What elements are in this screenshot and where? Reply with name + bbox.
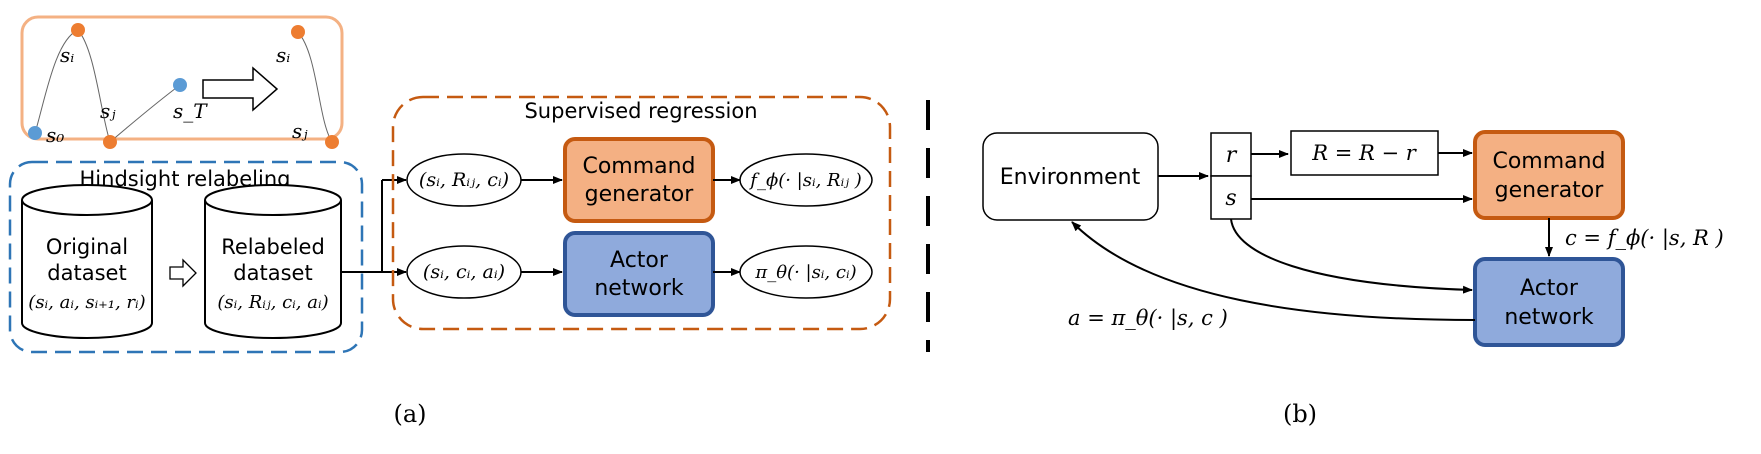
trajectory-box	[20, 15, 344, 141]
s-cell	[1210, 175, 1252, 220]
supervised-title: Supervised regression	[524, 99, 757, 123]
output-top-text: f_ϕ(· |sᵢ, Rᵢⱼ )	[748, 170, 861, 191]
r-label: r	[1226, 143, 1238, 168]
node-sj-relabeled	[325, 135, 339, 149]
s-label: s	[1225, 186, 1236, 211]
command-generator-b-line1: Command	[1492, 149, 1605, 174]
original-dataset-cylinder	[21, 200, 153, 339]
command-generator-box-b	[1473, 130, 1625, 220]
node-si-relabeled	[291, 25, 305, 39]
a-equation: a = π_θ(· |s, c )	[1068, 306, 1228, 331]
original-dataset-tuple: (sᵢ, aᵢ, sᵢ₊₁, rᵢ)	[28, 292, 145, 313]
node-si	[71, 23, 85, 37]
trajectory-curve	[34, 29, 181, 143]
actor-network-box-a	[563, 231, 715, 317]
label-si: sᵢ	[60, 43, 74, 67]
actor-network-b-line2: network	[1504, 305, 1594, 330]
arrow-s-to-actor	[1230, 218, 1473, 294]
actor-network-box-b	[1473, 257, 1625, 347]
actor-network-a-line2: network	[594, 276, 684, 301]
environment-label: Environment	[1000, 165, 1141, 190]
output-bottom-text: π_θ(· |sᵢ, cᵢ)	[754, 262, 856, 283]
label-si-relabeled: sᵢ	[276, 43, 290, 67]
caption-b: (b)	[1283, 400, 1317, 428]
original-dataset-line2: dataset	[47, 261, 126, 285]
node-s0	[28, 126, 42, 140]
node-sT	[173, 78, 187, 92]
output-bottom-ellipse	[739, 245, 873, 299]
label-s0: s₀	[46, 123, 64, 147]
command-generator-a-line1: Command	[582, 154, 695, 179]
hindsight-box	[8, 160, 364, 354]
output-top-ellipse	[739, 153, 873, 207]
original-dataset-line1: Original	[46, 235, 128, 259]
command-generator-box-a	[563, 137, 715, 223]
label-sj-relabeled: sⱼ	[292, 119, 308, 143]
input-top-text: (sᵢ, Rᵢⱼ, cᵢ)	[419, 169, 509, 191]
update-label: R = R − r	[1311, 141, 1418, 165]
node-sj	[103, 135, 117, 149]
relabeled-dataset-tuple: (sᵢ, Rᵢⱼ, cᵢ, aᵢ)	[217, 292, 328, 313]
relabeled-dataset-line2: dataset	[233, 261, 312, 285]
relabeled-trajectory-curve	[297, 31, 333, 143]
arrow-action-to-env	[1071, 221, 1476, 321]
caption-a: (a)	[393, 400, 426, 428]
transform-arrow	[202, 66, 279, 112]
supervised-box	[391, 95, 892, 331]
actor-network-a-line1: Actor	[610, 248, 669, 273]
relabeled-dataset-line1: Relabeled	[221, 235, 325, 259]
relabeled-dataset-cylinder	[204, 200, 342, 339]
c-equation: c = f_ϕ(· |s, R )	[1565, 226, 1724, 251]
command-generator-a-line2: generator	[585, 182, 695, 207]
update-box	[1290, 130, 1439, 176]
label-sT: s_T	[173, 99, 208, 123]
input-bottom-text: (sᵢ, cᵢ, aᵢ)	[423, 261, 505, 283]
actor-network-b-line1: Actor	[1520, 276, 1579, 301]
command-generator-b-line2: generator	[1495, 178, 1605, 203]
label-sj: sⱼ	[100, 99, 116, 123]
dataset-transform-arrow	[169, 258, 197, 288]
